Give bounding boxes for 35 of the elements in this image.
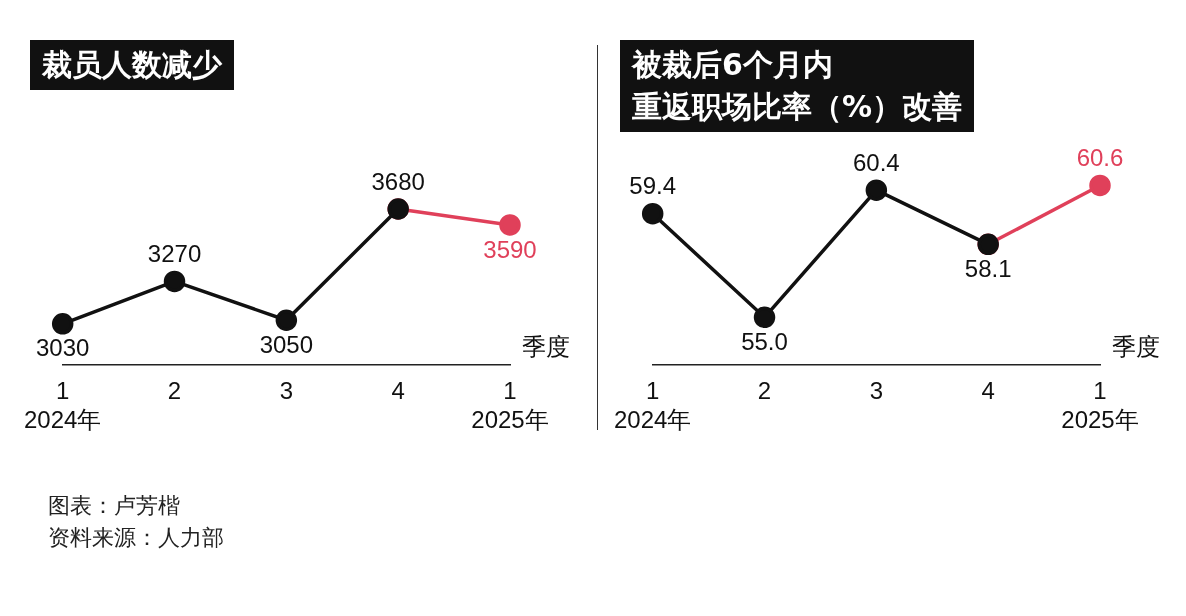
point xyxy=(865,179,888,201)
data-label: 58.1 xyxy=(964,254,1012,282)
x-tick-label: 3 xyxy=(279,377,294,405)
x-tick-label: 1 2024年 xyxy=(24,377,102,434)
x-tick-label: 3 xyxy=(869,377,884,405)
data-label: 3270 xyxy=(147,240,202,268)
point xyxy=(499,214,521,236)
chart-title: 被裁后6个月内 xyxy=(632,46,834,84)
chart-subtitle: 重返职场比率（%）改善 xyxy=(632,88,963,126)
point xyxy=(51,313,74,335)
point xyxy=(753,306,776,329)
data-label: 60.4 xyxy=(852,148,900,176)
x-tick-label: 1 2025年 xyxy=(1061,377,1139,434)
x-axis-title: 季度 xyxy=(522,332,570,361)
point xyxy=(163,270,186,293)
data-label: 60.6 xyxy=(1076,144,1124,172)
data-label: 55.0 xyxy=(741,327,788,355)
data-label: 59.4 xyxy=(629,172,677,200)
x-tick-label: 2 xyxy=(757,377,772,405)
x-axis-title: 季度 xyxy=(1112,332,1160,361)
x-tick-label: 1 2025年 xyxy=(471,377,549,434)
point xyxy=(641,202,664,225)
chart-title: 裁员人数减少 xyxy=(42,46,222,84)
point xyxy=(1089,174,1111,197)
x-tick-label: 4 xyxy=(391,377,405,405)
x-tick-label: 2 xyxy=(167,377,182,405)
data-label: 3590 xyxy=(483,235,537,263)
x-tick-label: 1 2024年 xyxy=(614,377,692,434)
data-label: 3030 xyxy=(36,334,90,362)
point xyxy=(275,309,298,331)
text: 图表：卢芳楷 xyxy=(48,492,181,520)
x-tick-label: 4 xyxy=(981,377,995,405)
data-label: 3050 xyxy=(259,330,314,358)
text: 资料来源：人力部 xyxy=(48,524,224,552)
data-label: 3680 xyxy=(371,167,425,195)
